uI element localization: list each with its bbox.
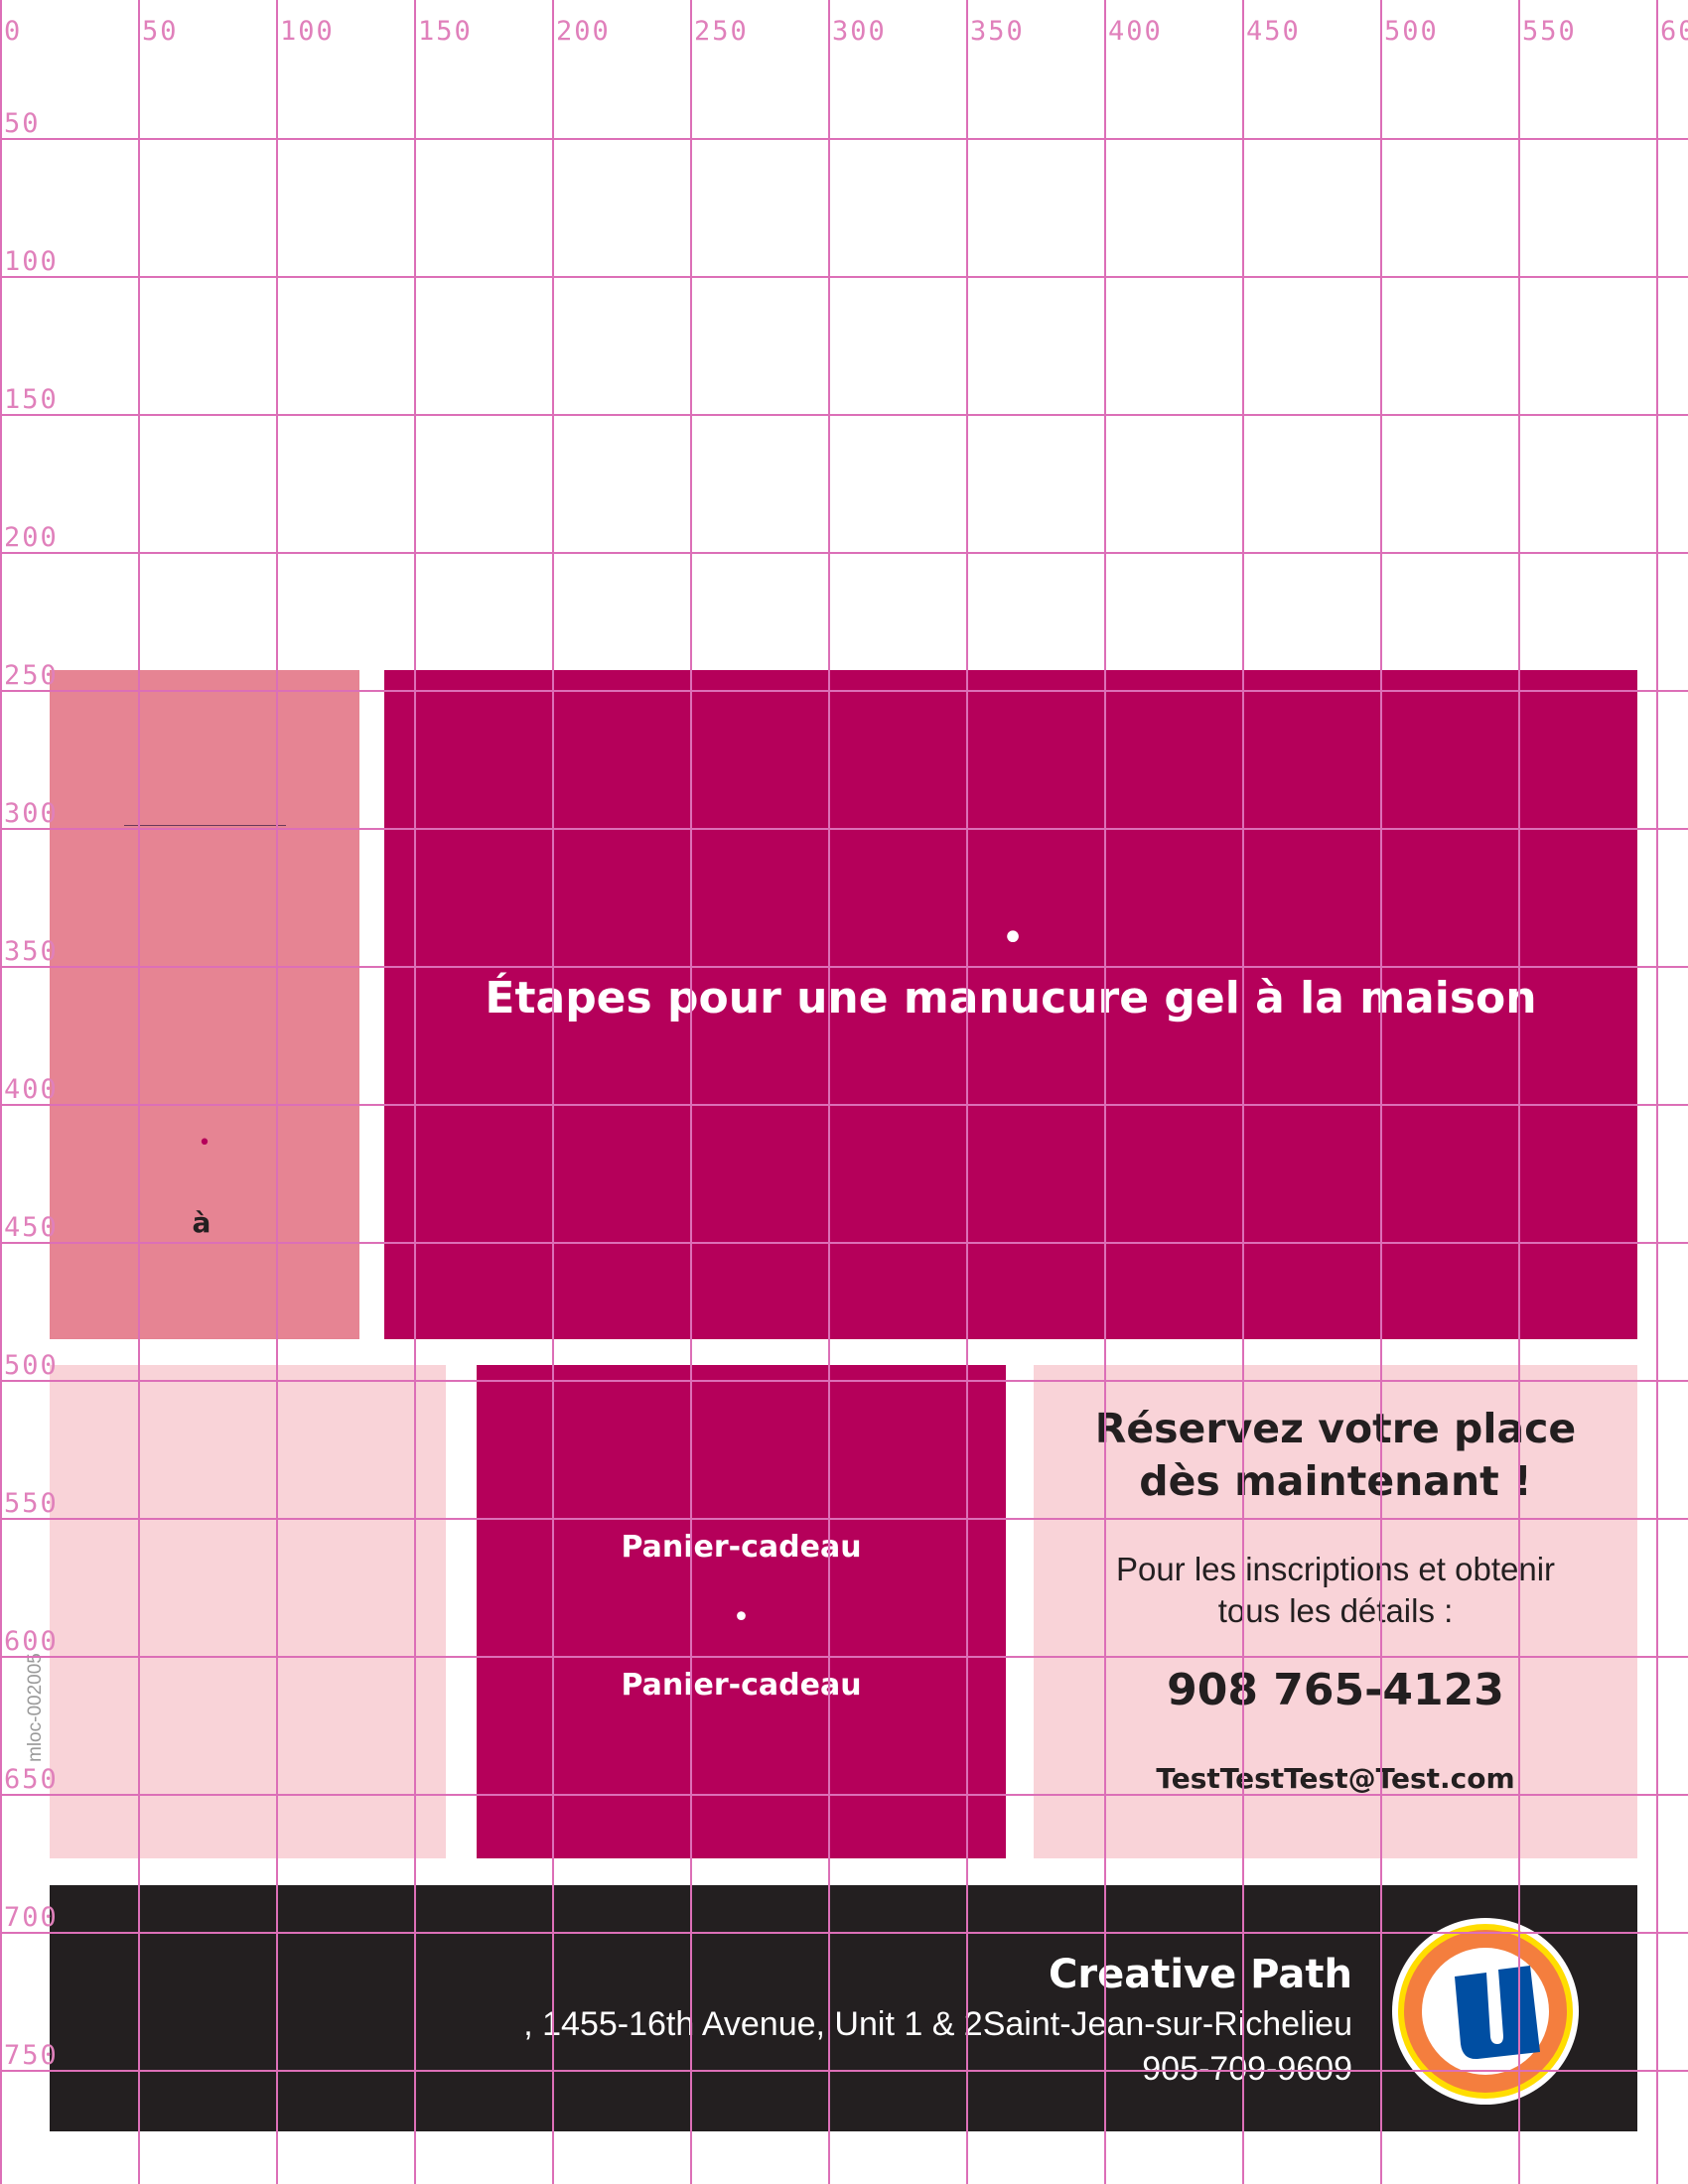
grid-line-horizontal [0, 138, 1688, 140]
ruler-label-x: 450 [1246, 16, 1301, 47]
side-word: à [192, 1206, 211, 1239]
ruler-label-x: 150 [418, 16, 473, 47]
hero-bullet: • [1001, 915, 1025, 961]
side-panel: • à [50, 670, 359, 1339]
footer-name: Creative Path [1049, 1952, 1352, 1997]
reserve-info-2: tous les détails : [1217, 1592, 1454, 1629]
reserve-heading-2: dès maintenant ! [1139, 1457, 1532, 1505]
footer-phone: 905-709-9609 [1142, 2050, 1352, 2088]
ruler-label-x: 250 [694, 16, 749, 47]
reserve-panel: Réservez votre place dès maintenant ! Po… [1034, 1365, 1637, 1858]
ruler-label-x: 350 [970, 16, 1025, 47]
ruler-label-x: 500 [1384, 16, 1439, 47]
footer-address: , 1455-16th Avenue, Unit 1 & 2Saint-Jean… [523, 2005, 1352, 2043]
ruler-label-x: 300 [832, 16, 887, 47]
hero-title: Étapes pour une manucure gel à la maison [485, 973, 1537, 1024]
reserve-phone[interactable]: 908 765-4123 [1167, 1665, 1504, 1715]
gift-label-bottom: Panier-cadeau [621, 1668, 862, 1703]
ruler-label-x: 50 [142, 16, 179, 47]
ruler-label-x: 400 [1108, 16, 1163, 47]
image-placeholder [50, 1365, 446, 1858]
ruler-label-x: 200 [556, 16, 611, 47]
divider-line [124, 825, 286, 826]
grid-line-horizontal [0, 276, 1688, 278]
ruler-label-y: 50 [4, 108, 41, 139]
side-bullet: • [198, 1131, 211, 1156]
reserve-info-1: Pour les inscriptions et obtenir [1115, 1551, 1556, 1587]
grid-line-vertical [1656, 0, 1658, 2184]
grid-line-horizontal [0, 552, 1688, 554]
document-code: mloc-002005 [25, 1653, 46, 1762]
footer: Creative Path , 1455-16th Avenue, Unit 1… [50, 1885, 1637, 2131]
ruler-label-x: 600 [1660, 16, 1688, 47]
ruler-label-y: 100 [4, 246, 59, 277]
gift-panel: Panier-cadeau • Panier-cadeau [477, 1365, 1006, 1858]
ruler-label-x: 550 [1522, 16, 1577, 47]
gift-label-top: Panier-cadeau [621, 1530, 862, 1565]
ruler-label-y: 200 [4, 522, 59, 553]
grid-line-horizontal [0, 414, 1688, 416]
uniprix-u-logo-icon [1392, 1918, 1579, 2105]
reserve-email[interactable]: TestTestTest@Test.com [1156, 1762, 1515, 1795]
gift-bullet: • [732, 1600, 751, 1635]
ruler-label-y: 150 [4, 384, 59, 415]
ruler-label-x: 100 [280, 16, 335, 47]
reserve-heading-1: Réservez votre place [1094, 1405, 1577, 1452]
hero-banner: • Étapes pour une manucure gel à la mais… [384, 670, 1637, 1339]
ruler-label-x: 0 [4, 16, 23, 47]
grid-line-vertical [0, 0, 2, 2184]
